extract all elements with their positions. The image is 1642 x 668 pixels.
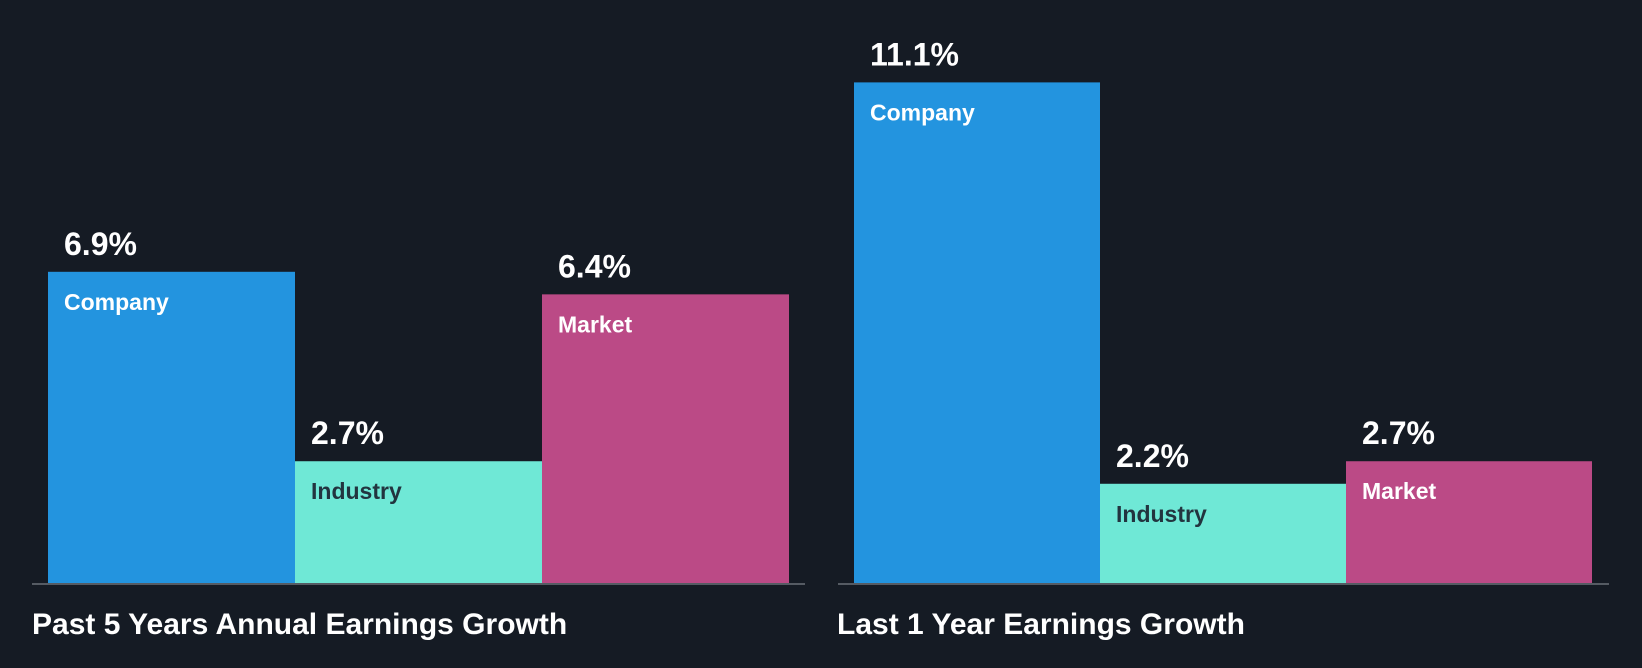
past-5-years-value-label-company: 6.9% <box>64 226 137 262</box>
last-1-year-bar-market <box>1346 461 1592 583</box>
past-5-years-panel: 6.9% Company 2.7% Industry 6.4% Market Past 5… <box>32 226 805 641</box>
last-1-year-panel: 11.1% Company 2.2% Industry 2.7% Market Last … <box>837 36 1609 641</box>
last-1-year-bar-company <box>854 82 1100 583</box>
last-1-year-category-label-industry: Industry <box>1116 501 1207 527</box>
last-1-year-category-label-company: Company <box>870 99 975 125</box>
last-1-year-bar-industry <box>1100 483 1346 583</box>
last-1-year-title: Last 1 Year Earnings Growth <box>837 608 1245 641</box>
last-1-year-value-label-company: 11.1% <box>870 36 959 72</box>
past-5-years-category-label-company: Company <box>64 289 169 315</box>
past-5-years-bars: 6.9% Company 2.7% Industry 6.4% Market <box>48 226 789 583</box>
past-5-years-bar-company <box>48 271 295 583</box>
last-1-year-category-label-market: Market <box>1362 478 1436 504</box>
last-1-year-value-label-market: 2.7% <box>1362 415 1435 451</box>
past-5-years-value-label-industry: 2.7% <box>311 415 384 451</box>
past-5-years-bar-industry <box>295 461 542 583</box>
past-5-years-category-label-market: Market <box>558 311 632 337</box>
last-1-year-value-label-industry: 2.2% <box>1116 438 1189 474</box>
past-5-years-category-label-industry: Industry <box>311 478 402 504</box>
past-5-years-bar-market <box>542 294 789 583</box>
past-5-years-title: Past 5 Years Annual Earnings Growth <box>32 608 567 641</box>
past-5-years-value-label-market: 6.4% <box>558 248 631 284</box>
last-1-year-bars: 11.1% Company 2.2% Industry 2.7% Market <box>854 36 1592 583</box>
